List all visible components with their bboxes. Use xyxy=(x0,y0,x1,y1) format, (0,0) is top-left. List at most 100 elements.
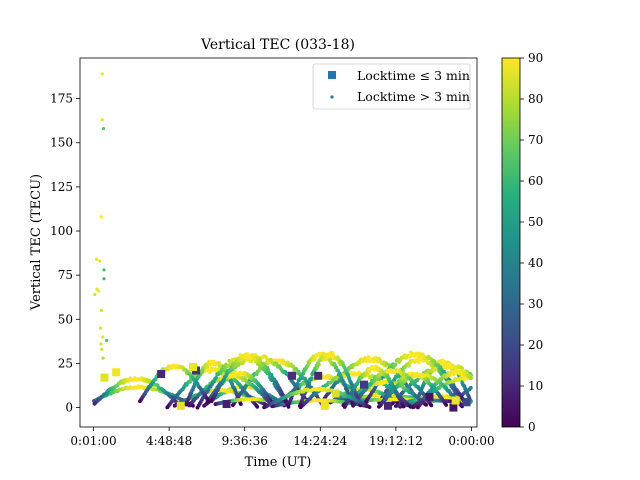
pass-texture-point xyxy=(407,363,411,368)
pass-texture-point xyxy=(424,403,428,407)
data-point-square xyxy=(176,401,185,410)
pass-texture-point xyxy=(445,366,450,370)
data-point-square xyxy=(188,362,197,371)
data-point-square xyxy=(360,380,369,389)
pass-texture-point xyxy=(401,404,406,409)
pass-texture-point xyxy=(386,363,391,367)
data-point-dot xyxy=(99,215,103,219)
pass-texture-point xyxy=(295,381,300,386)
legend-label-long-locktime: Locktime > 3 min xyxy=(357,89,470,104)
colorbar-tick-label: 60 xyxy=(528,174,543,188)
pass-texture-point xyxy=(468,385,473,390)
legend-label-short-locktime: Locktime ≤ 3 min xyxy=(357,68,470,83)
squares-layer xyxy=(100,362,471,412)
data-point-square xyxy=(314,371,323,380)
legend-marker-dot xyxy=(330,95,334,99)
data-point-square xyxy=(425,392,434,401)
data-point-square xyxy=(384,401,393,410)
colorbar-tick-label: 10 xyxy=(528,379,543,393)
data-point-square xyxy=(288,371,297,380)
pass-texture-point xyxy=(416,360,421,364)
y-tick-label: 150 xyxy=(50,136,73,150)
colorbar-tick-label: 50 xyxy=(528,215,543,229)
plot-frame xyxy=(79,57,478,428)
pass-texture-point xyxy=(420,352,425,357)
data-point-square xyxy=(451,396,460,405)
data-point-dot xyxy=(98,326,103,330)
y-tick-label: 50 xyxy=(58,312,73,326)
chart-title: Vertical TEC (033-18) xyxy=(200,37,355,53)
legend: Locktime ≤ 3 min Locktime > 3 min xyxy=(312,63,471,110)
data-point-dot xyxy=(101,356,105,360)
data-point-dot xyxy=(94,257,99,261)
pass-texture-point xyxy=(269,372,274,377)
pass-texture-point xyxy=(343,383,347,388)
data-point-square xyxy=(449,403,458,412)
pass-texture-point xyxy=(240,356,245,361)
x-tick-label: 19:12:12 xyxy=(369,434,423,448)
colorbar-gradient xyxy=(501,57,521,428)
colorbar-tick-label: 20 xyxy=(528,338,543,352)
pass-texture-point xyxy=(444,403,449,407)
colorbar-ticks: 0 10 20 30 40 50 60 70 80 90 xyxy=(520,51,543,434)
pass-texture-point xyxy=(214,375,219,380)
pass-texture-point xyxy=(408,404,413,409)
pass-texture-point xyxy=(432,359,437,364)
x-tick-label: 9:36:36 xyxy=(222,434,268,448)
colorbar: 0 10 20 30 40 50 60 70 80 90 xyxy=(501,51,543,434)
data-point-dot xyxy=(101,127,106,131)
pass-texture-point xyxy=(255,405,260,409)
legend-box xyxy=(312,63,471,110)
y-tick-label: 0 xyxy=(65,401,73,415)
data-point-dot xyxy=(99,342,103,346)
plot-area xyxy=(79,57,478,428)
pass-texture-point xyxy=(387,377,392,381)
pass-texture-point xyxy=(258,357,262,362)
y-tick-label: 75 xyxy=(58,268,73,282)
x-tick-label: 4:48:48 xyxy=(146,434,192,448)
x-tick-label: 0:00:00 xyxy=(448,434,494,448)
pass-texture-point xyxy=(309,376,314,381)
data-point-dot xyxy=(100,72,104,76)
colorbar-tick-label: 90 xyxy=(528,51,543,65)
pass-texture-point xyxy=(395,374,399,379)
pass-texture-point xyxy=(307,381,312,385)
y-axis: 0 25 50 75 100 125 150 175 xyxy=(50,92,80,415)
data-point-dot xyxy=(99,308,103,313)
colorbar-tick-label: 0 xyxy=(528,420,536,434)
colorbar-tick-label: 70 xyxy=(528,133,543,147)
pass-texture-point xyxy=(469,376,473,381)
data-point-square xyxy=(222,400,231,409)
pass-texture-point xyxy=(284,398,288,403)
y-axis-label: Vertical TEC (TECU) xyxy=(29,174,44,311)
data-point-square xyxy=(157,370,166,379)
y-tick-label: 125 xyxy=(50,180,73,194)
pass-texture-point xyxy=(269,357,273,362)
pass-texture-point xyxy=(312,357,317,362)
pass-texture-point xyxy=(393,362,398,367)
pass-texture-point xyxy=(188,380,193,384)
pass-texture-point xyxy=(373,355,378,360)
y-tick-label: 175 xyxy=(50,92,73,106)
pass-texture-point xyxy=(316,362,321,367)
data-point-square xyxy=(331,389,340,398)
data-point-dot xyxy=(98,259,102,263)
pass-texture-point xyxy=(251,353,256,357)
data-point-square xyxy=(320,401,329,410)
x-axis-label: Time (UT) xyxy=(245,455,312,470)
pass-texture-point xyxy=(460,366,464,370)
pass-texture-point xyxy=(366,355,371,360)
pass-texture-point xyxy=(294,367,299,372)
data-point-dot xyxy=(101,335,105,339)
pass-texture-point xyxy=(217,361,222,365)
plot-background xyxy=(80,58,477,427)
legend-marker-square xyxy=(328,71,336,79)
x-axis: 0:01:00 4:48:48 9:36:36 14:24:24 19:12:12 0:0… xyxy=(70,427,495,448)
data-point-square xyxy=(112,368,121,377)
pass-texture-point xyxy=(238,402,243,406)
data-point-dot xyxy=(100,118,104,122)
data-point-dot xyxy=(93,292,97,297)
dots-layer xyxy=(92,72,474,410)
data-point-square xyxy=(462,398,471,407)
